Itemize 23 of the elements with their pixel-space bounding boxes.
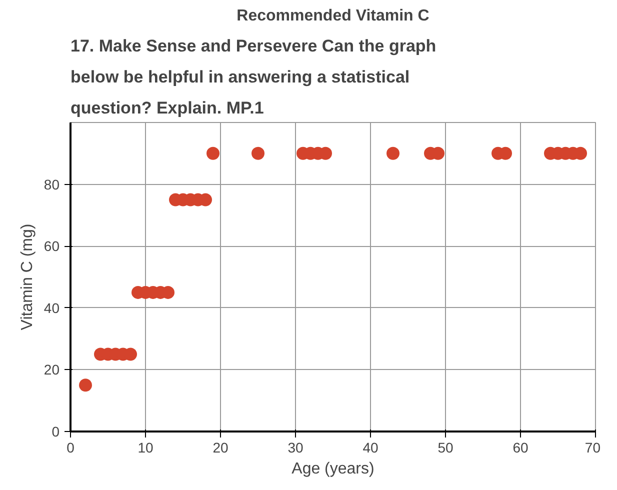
y-tick-label: 20: [44, 362, 60, 378]
point: [252, 146, 264, 160]
x-tick-label: 40: [362, 440, 378, 456]
point: [206, 146, 220, 160]
point: [79, 378, 92, 392]
text: 17. Make Sense and Persevere Can the graph: [70, 36, 436, 56]
x-tick-label: 20: [212, 440, 228, 456]
x-tick-label: 10: [138, 440, 154, 456]
y-axis-title: Vitamin C (mg): [18, 224, 36, 330]
x-tick-label: 50: [438, 440, 454, 456]
chart-title: Recommended Vitamin C: [236, 8, 430, 24]
text: below be helpful in answering a statistical: [70, 68, 410, 86]
text: question? Explain. MP.1: [70, 98, 264, 118]
y-tick-label: 40: [44, 300, 60, 316]
x-tick-label: 30: [288, 440, 304, 456]
point: [386, 146, 400, 160]
y-tick-label: 80: [44, 176, 60, 192]
x-tick-label: 70: [584, 440, 601, 456]
x-tick-label: 60: [512, 440, 528, 456]
x-axis-title: Age (years): [292, 460, 374, 478]
x-tick-label: 0: [66, 440, 75, 456]
y-tick-label: 60: [44, 238, 60, 254]
y-tick-label: 0: [52, 424, 60, 440]
